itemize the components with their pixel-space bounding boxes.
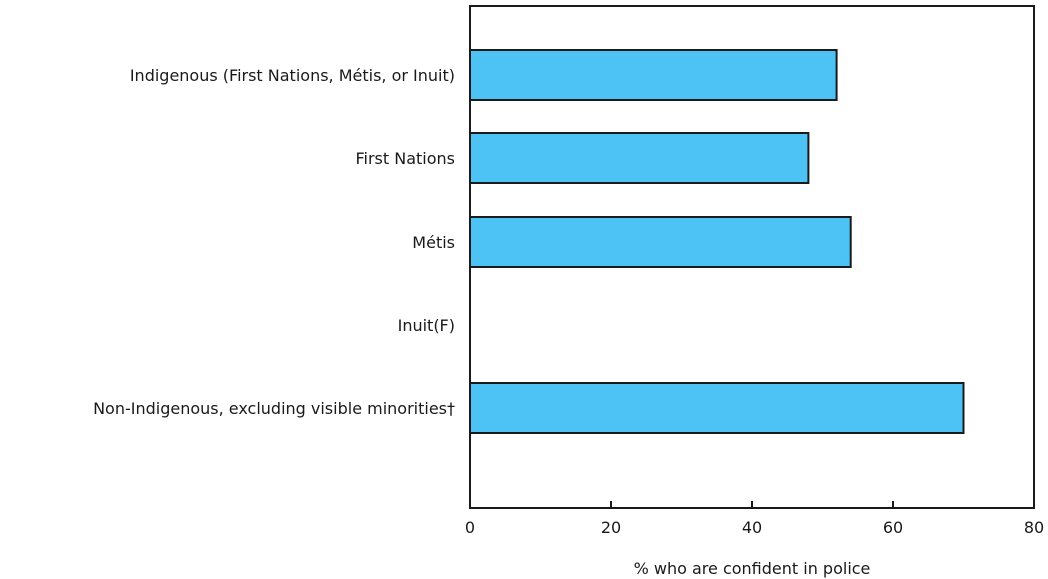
category-label: Métis bbox=[412, 233, 455, 252]
category-labels-group: Indigenous (First Nations, Métis, or Inu… bbox=[93, 66, 455, 418]
x-tick-label: 0 bbox=[465, 518, 475, 537]
category-label: Inuit(F) bbox=[398, 316, 455, 335]
category-label: Non-Indigenous, excluding visible minori… bbox=[93, 399, 455, 418]
category-label: First Nations bbox=[355, 149, 455, 168]
x-axis-ticks-group: 0 20 40 60 80 bbox=[465, 501, 1044, 537]
x-axis-title: % who are confident in police bbox=[634, 559, 871, 578]
x-tick-label: 80 bbox=[1024, 518, 1044, 537]
x-tick-label: 60 bbox=[883, 518, 903, 537]
bar bbox=[469, 132, 810, 184]
bars-group bbox=[469, 49, 965, 434]
bar bbox=[469, 382, 965, 434]
bar bbox=[469, 216, 852, 268]
x-tick-label: 20 bbox=[601, 518, 621, 537]
x-tick-label: 40 bbox=[742, 518, 762, 537]
category-label: Indigenous (First Nations, Métis, or Inu… bbox=[130, 66, 455, 85]
bar bbox=[469, 49, 838, 101]
